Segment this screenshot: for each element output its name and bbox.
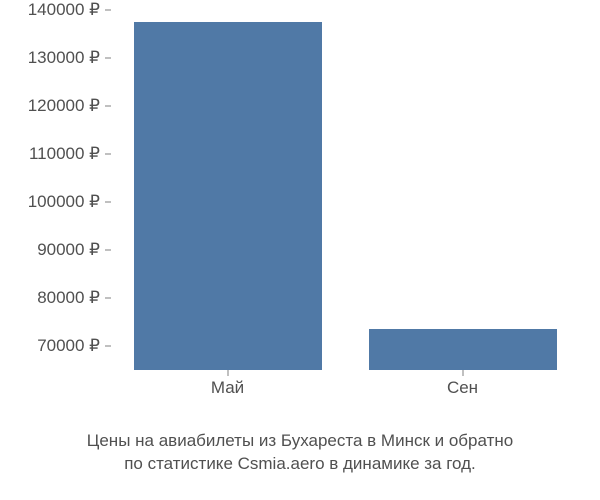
y-tick-label: 100000 ₽	[0, 192, 105, 212]
caption-line-1: Цены на авиабилеты из Бухареста в Минск …	[87, 431, 513, 450]
y-axis: 70000 ₽ 80000 ₽ 90000 ₽ 100000 ₽ 110000 ₽ 120…	[0, 10, 105, 370]
y-tick-mark	[105, 106, 111, 107]
price-bar-chart: 70000 ₽ 80000 ₽ 90000 ₽ 100000 ₽ 110000 ₽ 120…	[0, 0, 600, 420]
caption-line-2: по статистике Csmia.aero в динамике за г…	[124, 454, 476, 473]
y-tick-mark	[105, 298, 111, 299]
chart-caption: Цены на авиабилеты из Бухареста в Минск …	[0, 430, 600, 476]
x-tick-label: Сен	[447, 378, 478, 398]
y-tick-mark	[105, 202, 111, 203]
y-tick-mark	[105, 10, 111, 11]
x-tick-mark	[227, 370, 228, 376]
y-tick-label: 90000 ₽	[0, 240, 105, 260]
y-tick-mark	[105, 58, 111, 59]
y-tick-mark	[105, 154, 111, 155]
y-tick-label: 70000 ₽	[0, 336, 105, 356]
y-tick-mark	[105, 346, 111, 347]
y-tick-label: 80000 ₽	[0, 288, 105, 308]
y-tick-mark	[105, 250, 111, 251]
bar	[134, 22, 322, 370]
y-tick-label: 130000 ₽	[0, 48, 105, 68]
y-tick-label: 110000 ₽	[0, 144, 105, 164]
y-tick-label: 120000 ₽	[0, 96, 105, 116]
x-axis-labels: Май Сен	[110, 378, 580, 408]
y-tick-label: 140000 ₽	[0, 0, 105, 20]
x-tick-mark	[462, 370, 463, 376]
plot-area	[110, 10, 580, 370]
bar	[369, 329, 557, 370]
x-tick-label: Май	[211, 378, 244, 398]
